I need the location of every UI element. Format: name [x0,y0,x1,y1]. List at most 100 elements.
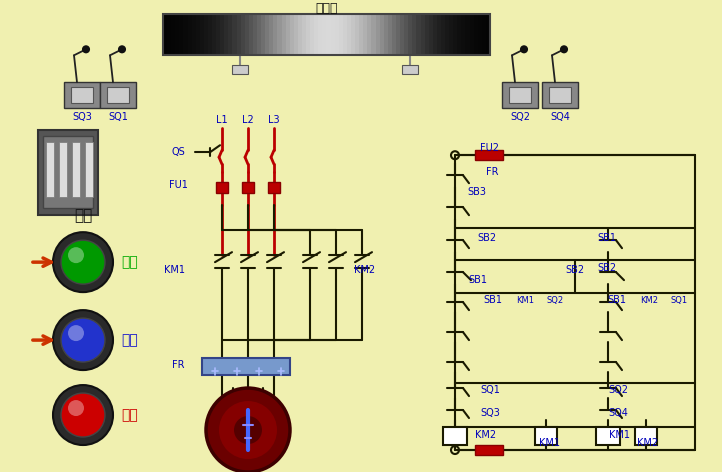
Bar [237,14,241,55]
Circle shape [61,318,105,362]
Bar [71,87,93,103]
Circle shape [53,385,113,445]
Text: 反转: 反转 [121,333,139,347]
Text: 工作台: 工作台 [316,2,338,15]
Bar [72,142,80,197]
Bar [392,14,396,55]
Bar [225,14,229,55]
Bar [100,82,136,108]
Bar [502,82,538,108]
Bar [425,14,429,55]
Bar [282,14,286,55]
Bar [383,14,388,55]
Bar [420,14,425,55]
Bar [326,14,331,55]
Bar [475,150,503,160]
Text: FR: FR [486,167,498,177]
Bar [202,358,290,375]
Bar [59,142,67,197]
Bar [445,14,450,55]
Text: KM2: KM2 [476,430,497,440]
Bar [290,14,295,55]
Text: SQ2: SQ2 [510,112,530,122]
Bar [232,65,248,74]
Text: 电源: 电源 [74,208,92,223]
Bar [549,87,571,103]
Bar [268,182,280,193]
Bar [461,14,466,55]
Bar [200,14,204,55]
Text: SQ3: SQ3 [480,408,500,418]
Bar [400,14,404,55]
Circle shape [61,240,105,284]
Text: FU1: FU1 [168,180,188,190]
Bar [196,14,200,55]
Text: KM1: KM1 [539,438,560,448]
Text: SB1: SB1 [469,275,487,285]
Bar [232,14,237,55]
Bar [412,14,417,55]
Bar [64,82,100,108]
Bar [314,14,319,55]
Bar [277,14,282,55]
Bar [188,14,192,55]
Bar [347,14,352,55]
Text: KM1: KM1 [165,265,186,275]
Bar [249,14,253,55]
Bar [466,14,470,55]
Bar [432,14,438,55]
Bar [191,14,196,55]
Bar [404,14,409,55]
Text: SQ4: SQ4 [608,408,628,418]
Text: SB2: SB2 [477,233,497,243]
Bar [429,14,433,55]
Bar [437,14,441,55]
Bar [216,14,221,55]
Text: SQ1: SQ1 [108,112,128,122]
Bar [107,87,129,103]
Text: SQ1: SQ1 [671,295,687,304]
Bar [228,14,233,55]
Bar [509,87,531,103]
Bar [163,14,168,55]
Bar [457,14,462,55]
Bar [482,14,487,55]
Bar [449,14,453,55]
Bar [306,14,310,55]
Circle shape [119,46,125,52]
Bar [408,14,413,55]
Bar [163,14,490,55]
Circle shape [219,401,277,459]
Bar [216,182,228,193]
Bar [388,14,392,55]
Bar [441,14,445,55]
Bar [355,14,360,55]
Text: SB1: SB1 [607,295,627,305]
Bar [253,14,258,55]
Text: SQ1: SQ1 [480,385,500,395]
Text: FU2: FU2 [481,143,500,153]
Text: KM1: KM1 [516,295,534,304]
Bar [331,14,335,55]
Circle shape [206,388,290,472]
Text: SB2: SB2 [565,265,585,275]
Circle shape [521,46,527,52]
Text: KM1: KM1 [609,430,630,440]
Text: SB2: SB2 [597,263,617,273]
Circle shape [53,232,113,292]
Bar [85,142,93,197]
Text: QS: QS [171,147,185,157]
Text: KM2: KM2 [355,265,375,275]
Bar [204,14,209,55]
Bar [298,14,303,55]
Bar [212,14,217,55]
Bar [318,14,323,55]
Bar [269,14,274,55]
Bar [286,14,290,55]
Bar [351,14,356,55]
Circle shape [234,416,262,444]
Bar [443,427,467,445]
Bar [183,14,188,55]
Circle shape [68,400,84,416]
Text: 停止: 停止 [121,408,139,422]
